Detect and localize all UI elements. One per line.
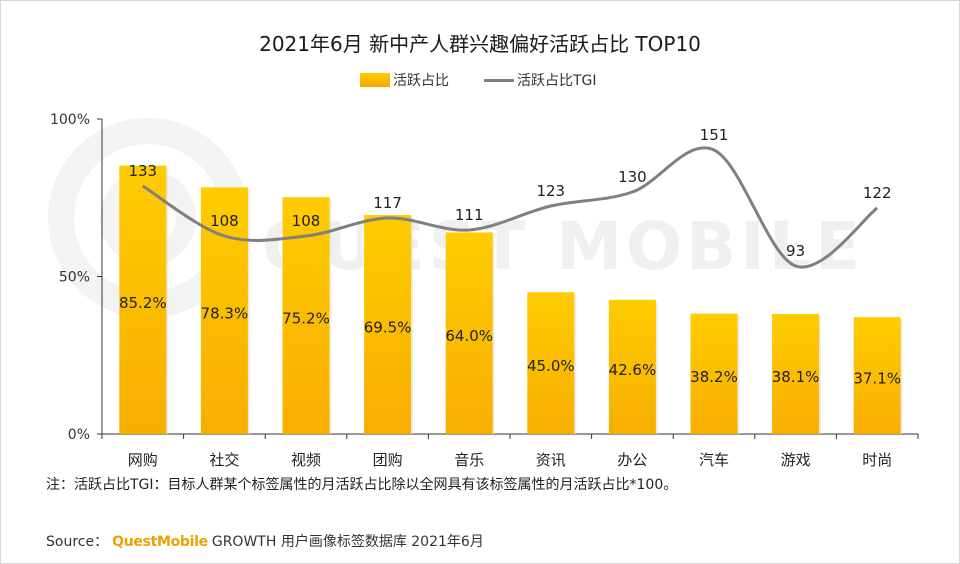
x-category-label: 团购	[373, 451, 403, 469]
tgi-data-label: 151	[700, 126, 729, 144]
bar	[119, 165, 167, 434]
bar-data-label: 37.1%	[853, 370, 901, 388]
x-category-label: 资讯	[536, 451, 566, 469]
x-category-label: 音乐	[454, 451, 484, 469]
bar-data-label: 78.3%	[201, 305, 249, 323]
tgi-data-label: 133	[128, 162, 157, 180]
tgi-data-label: 111	[455, 206, 484, 224]
bar-data-label: 64.0%	[445, 327, 493, 345]
bar-data-label: 85.2%	[119, 294, 167, 312]
bar-data-label: 38.2%	[690, 368, 738, 386]
bar-data-label: 75.2%	[282, 310, 330, 328]
y-tick-label: 50%	[59, 270, 90, 286]
tgi-series-line	[142, 146, 879, 269]
source-label: Source：	[46, 534, 109, 550]
tgi-data-label: 108	[292, 212, 321, 230]
bar	[364, 215, 412, 434]
bar-data-label: 38.1%	[772, 368, 820, 386]
chart-legend: 活跃占比 活跃占比TGI	[0, 70, 960, 92]
tgi-data-label: 93	[786, 242, 805, 260]
bar	[608, 299, 656, 434]
x-category-label: 时尚	[862, 451, 892, 469]
chart-title: 2021年6月 新中产人群兴趣偏好活跃占比 TOP10	[259, 32, 701, 56]
bar-data-label: 45.0%	[527, 357, 575, 375]
legend-item-line: 活跃占比TGI	[484, 70, 597, 90]
tgi-data-label: 108	[210, 212, 239, 230]
footnote: 注：活跃占比TGI：目标人群某个标签属性的月活跃占比除以全网具有该标签属性的月活…	[46, 477, 678, 493]
legend-item-bar: 活跃占比	[360, 70, 449, 90]
tgi-data-label: 117	[373, 194, 402, 212]
y-tick-label: 0%	[68, 427, 90, 443]
bar	[445, 232, 493, 434]
tgi-data-label: 123	[536, 182, 565, 200]
x-category-label: 汽车	[699, 451, 729, 469]
legend-bar-label: 活跃占比	[393, 73, 449, 89]
tgi-data-label: 130	[618, 168, 647, 186]
bar	[690, 313, 738, 434]
bar	[853, 317, 901, 434]
bar-data-label: 42.6%	[609, 361, 657, 379]
y-tick-label: 100%	[50, 112, 90, 128]
source-brand-logo: QuestMobile	[112, 534, 208, 550]
tgi-data-label: 122	[863, 184, 892, 202]
x-category-label: 社交	[209, 451, 239, 469]
bar	[527, 292, 575, 434]
legend-line-label: 活跃占比TGI	[517, 73, 597, 89]
legend-bar-swatch	[360, 73, 390, 87]
source-line: Source： QuestMobile GROWTH 用户画像标签数据库 202…	[46, 531, 484, 551]
source-text: GROWTH 用户画像标签数据库 2021年6月	[211, 534, 484, 550]
legend-line-swatch	[484, 78, 514, 82]
x-category-label: 办公	[617, 451, 647, 469]
bar	[772, 313, 820, 434]
x-category-label: 网购	[128, 451, 158, 469]
x-category-label: 视频	[291, 451, 321, 469]
bar-data-label: 69.5%	[364, 319, 412, 337]
x-category-label: 游戏	[781, 451, 811, 469]
chart-plot: 0% 50% 100% 133 108 108 117 111 123 130 151 93 122 85…	[50, 112, 919, 469]
